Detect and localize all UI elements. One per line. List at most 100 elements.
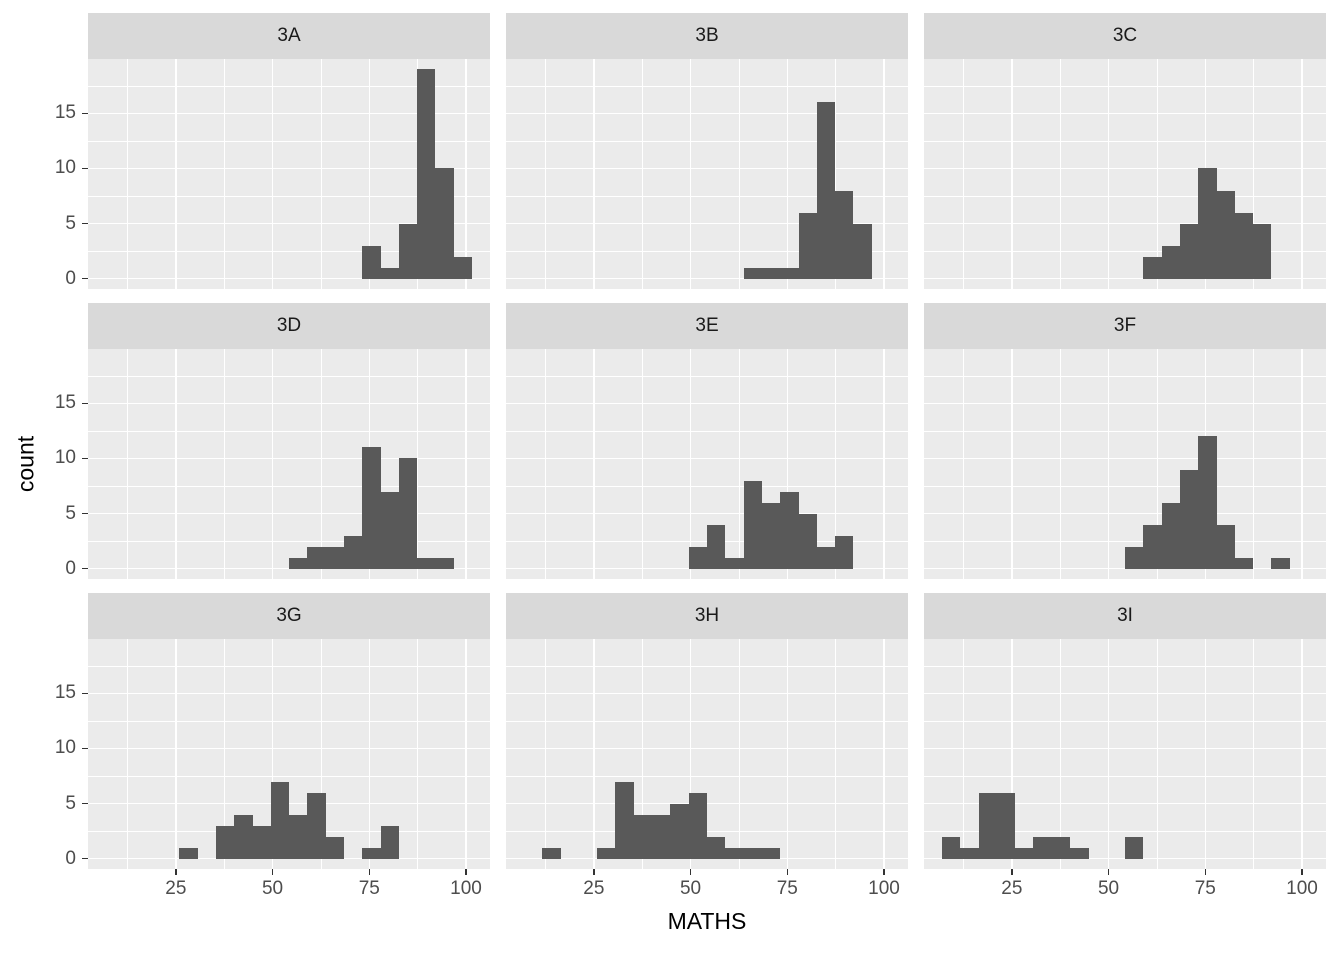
x-tick-label: 75 xyxy=(358,878,380,899)
histogram-bar xyxy=(780,267,799,279)
histogram-bar xyxy=(834,190,854,279)
gridline-major-x xyxy=(465,59,467,289)
gridline-minor-x xyxy=(835,59,837,289)
facet-strip: 3B xyxy=(506,13,908,59)
histogram-bar xyxy=(1161,245,1180,279)
gridline-major-y xyxy=(924,277,1326,280)
gridline-minor-y xyxy=(88,250,490,252)
y-tick-mark xyxy=(82,222,88,225)
gridline-minor-x xyxy=(1156,59,1158,289)
gridline-major-y xyxy=(506,857,908,860)
gridline-major-y xyxy=(506,692,908,695)
x-axis-title: MATHS xyxy=(667,908,747,934)
histogram-bar xyxy=(798,212,817,279)
gridline-minor-x xyxy=(127,59,128,289)
facet-strip-label: 3G xyxy=(276,605,302,626)
histogram-bar xyxy=(834,535,854,569)
gridline-minor-y xyxy=(88,775,490,777)
gridline-major-y xyxy=(924,747,1326,750)
gridline-minor-x xyxy=(1253,349,1255,579)
histogram-bar xyxy=(398,458,417,569)
y-tick-mark xyxy=(82,402,88,405)
histogram-bar xyxy=(942,836,961,859)
gridline-minor-x xyxy=(223,59,225,289)
histogram-bar xyxy=(216,825,235,859)
gridline-major-x xyxy=(689,349,692,579)
histogram-bar xyxy=(542,847,561,859)
histogram-bar xyxy=(289,557,308,569)
x-tick-label: 100 xyxy=(450,878,482,899)
gridline-minor-x xyxy=(641,349,643,579)
gridline-major-y xyxy=(506,277,908,280)
x-tick-mark xyxy=(1011,869,1013,875)
x-tick-label: 50 xyxy=(261,878,284,899)
y-tick-label: 15 xyxy=(54,682,76,704)
histogram-bar xyxy=(743,267,762,279)
gridline-major-y xyxy=(506,567,908,570)
histogram-bar xyxy=(362,447,381,569)
facet-panel xyxy=(924,59,1326,289)
histogram-bar xyxy=(307,792,326,859)
histogram-bar xyxy=(307,546,326,569)
histogram-bar xyxy=(380,825,399,859)
x-tick-mark xyxy=(883,869,885,875)
gridline-major-y xyxy=(88,692,490,695)
gridline-minor-y xyxy=(88,665,490,667)
gridline-major-x xyxy=(271,349,274,579)
gridline-major-x xyxy=(1301,349,1303,579)
histogram-bar xyxy=(453,256,472,279)
histogram-bar xyxy=(1143,524,1162,569)
histogram-bar xyxy=(416,69,436,279)
y-tick-label: 10 xyxy=(54,447,76,469)
gridline-minor-x xyxy=(320,349,322,579)
gridline-minor-x xyxy=(1253,59,1255,289)
gridline-major-y xyxy=(88,222,490,225)
gridline-major-x xyxy=(175,349,177,579)
histogram-bar xyxy=(1216,524,1235,569)
x-tick-mark xyxy=(1301,869,1303,875)
gridline-minor-y xyxy=(924,250,1326,252)
gridline-minor-y xyxy=(506,375,908,377)
histogram-bar xyxy=(670,803,689,859)
histogram-bar xyxy=(634,814,653,859)
y-tick-mark xyxy=(82,857,88,860)
gridline-major-y xyxy=(506,512,908,515)
gridline-minor-y xyxy=(88,720,490,722)
facet-strip-label: 3H xyxy=(694,605,720,626)
gridline-minor-x xyxy=(545,349,546,579)
gridline-major-y xyxy=(88,802,490,805)
y-tick-label: 0 xyxy=(65,557,76,579)
gridline-minor-y xyxy=(924,665,1326,667)
y-tick-mark xyxy=(82,692,88,695)
histogram-bar xyxy=(325,546,344,569)
y-tick-mark xyxy=(82,457,88,460)
gridline-major-y xyxy=(924,167,1326,170)
gridline-major-x xyxy=(1107,349,1110,579)
gridline-major-y xyxy=(506,167,908,170)
y-tick-label: 15 xyxy=(54,392,76,414)
gridline-minor-x xyxy=(545,59,546,289)
gridline-minor-x xyxy=(1253,639,1255,869)
x-tick-label: 75 xyxy=(1194,878,1216,899)
gridline-minor-x xyxy=(545,639,546,869)
gridline-major-y xyxy=(924,567,1326,570)
y-tick-label: 0 xyxy=(65,847,76,869)
gridline-minor-y xyxy=(506,140,908,142)
facet-strip-label: 3B xyxy=(695,25,719,46)
gridline-major-x xyxy=(883,59,885,289)
gridline-major-x xyxy=(1011,349,1013,579)
gridline-minor-y xyxy=(506,85,908,87)
x-tick-mark xyxy=(593,869,595,875)
facet-panel xyxy=(924,639,1326,869)
x-tick-label: 75 xyxy=(776,878,798,899)
histogram-bar xyxy=(380,491,399,569)
gridline-major-y xyxy=(506,222,908,225)
gridline-major-x xyxy=(1011,639,1013,869)
facet-strip: 3F xyxy=(924,303,1326,349)
gridline-major-x xyxy=(593,349,595,579)
gridline-minor-x xyxy=(1059,639,1061,869)
facet-strip: 3I xyxy=(924,593,1326,639)
gridline-minor-x xyxy=(641,59,643,289)
histogram-bar xyxy=(416,557,436,569)
